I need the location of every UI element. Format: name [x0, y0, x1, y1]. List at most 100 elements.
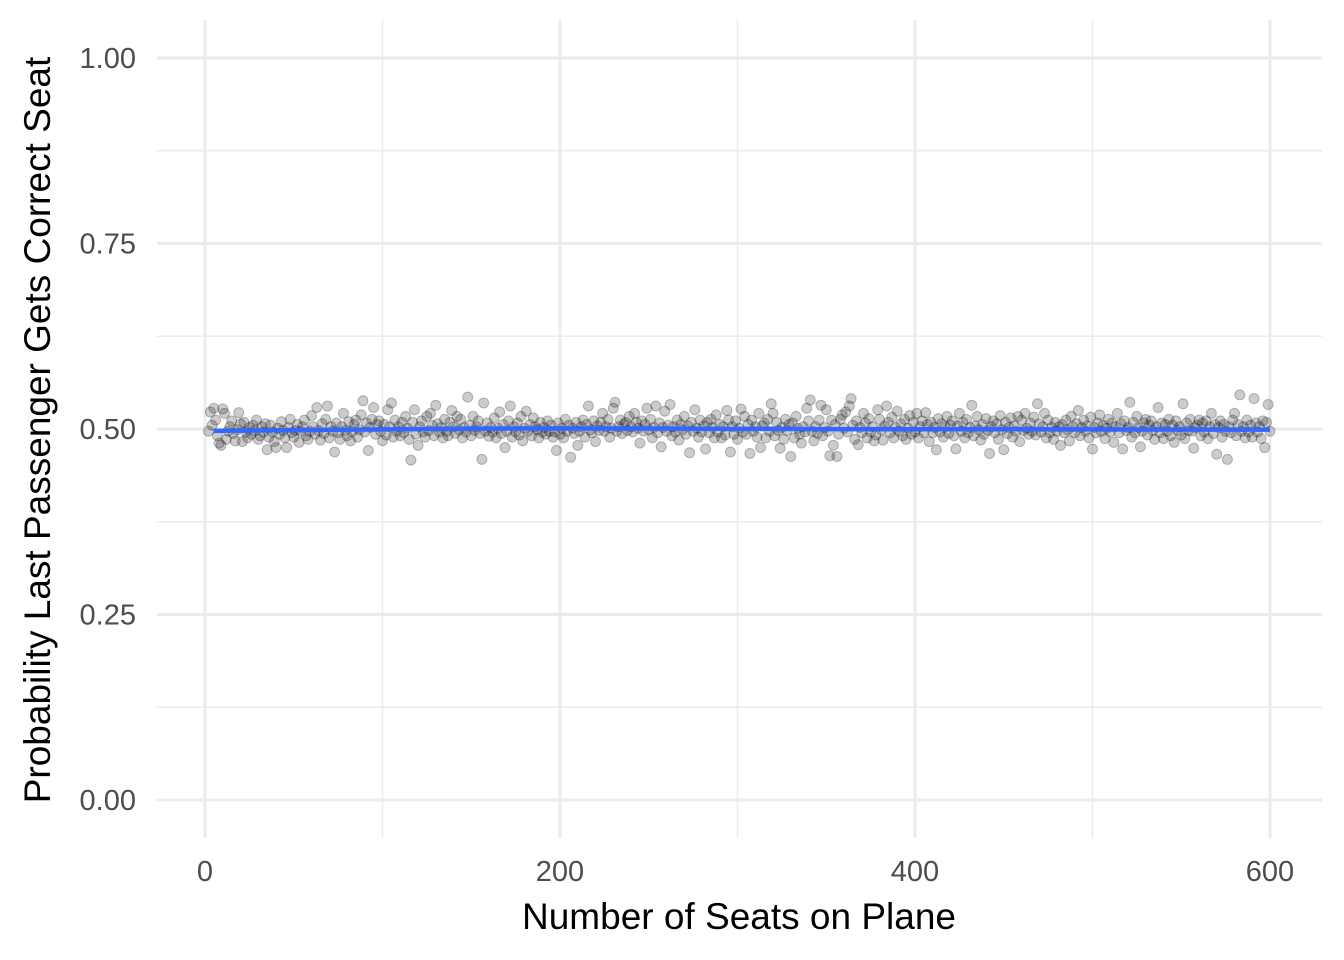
data-point — [820, 404, 832, 416]
data-point — [416, 415, 428, 427]
data-point — [1140, 413, 1152, 425]
data-point — [261, 444, 273, 456]
data-point — [456, 432, 468, 444]
data-point — [634, 437, 646, 449]
data-point — [582, 400, 594, 412]
data-point — [767, 407, 779, 419]
data-point — [565, 451, 577, 463]
data-point — [1072, 404, 1084, 416]
data-point — [542, 415, 554, 427]
data-point — [852, 439, 864, 451]
data-point — [238, 416, 250, 428]
data-point — [451, 410, 463, 422]
data-point — [694, 414, 706, 426]
data-point — [1083, 432, 1095, 444]
data-point — [268, 436, 280, 448]
data-point — [659, 405, 671, 417]
data-point — [1260, 416, 1272, 428]
data-point — [419, 431, 431, 443]
data-point — [724, 446, 736, 458]
data-point — [213, 437, 225, 449]
data-point — [1188, 442, 1200, 454]
data-point — [987, 415, 999, 427]
data-point — [357, 395, 369, 407]
data-point — [368, 401, 380, 413]
data-point — [284, 413, 296, 425]
data-point — [753, 407, 765, 419]
data-point — [671, 414, 683, 426]
data-point — [1099, 433, 1111, 445]
data-point — [1193, 414, 1205, 426]
data-point — [678, 410, 690, 422]
data-point — [710, 409, 722, 421]
data-point — [1124, 396, 1136, 408]
data-point — [898, 413, 910, 425]
data-point — [421, 410, 433, 422]
data-point — [992, 433, 1004, 445]
data-point — [1078, 414, 1090, 426]
data-point — [424, 407, 436, 419]
data-point — [1040, 432, 1052, 444]
data-point — [1108, 436, 1120, 448]
data-point — [1014, 436, 1026, 448]
data-point — [1087, 443, 1098, 455]
data-point — [751, 431, 763, 443]
data-point — [716, 432, 728, 444]
data-point — [215, 439, 227, 451]
y-axis-title: Probability Last Passenger Gets Correct … — [17, 56, 58, 803]
data-point — [472, 415, 484, 427]
data-point — [412, 439, 424, 451]
data-point — [387, 431, 399, 443]
data-point — [437, 432, 449, 444]
data-point — [1158, 433, 1169, 445]
data-point — [1063, 435, 1075, 447]
data-point — [455, 413, 467, 425]
data-point — [1007, 431, 1019, 443]
data-point — [900, 433, 912, 445]
data-point — [1259, 442, 1271, 454]
x-tick-label: 400 — [891, 856, 939, 888]
data-point — [994, 410, 1006, 422]
data-point — [788, 432, 800, 444]
data-point — [607, 402, 619, 414]
data-point — [850, 415, 862, 427]
data-point — [1118, 415, 1130, 427]
data-point — [400, 410, 412, 422]
data-point — [735, 403, 747, 415]
data-point — [971, 410, 983, 422]
data-point — [1227, 414, 1239, 426]
data-point — [1152, 401, 1164, 413]
data-point — [314, 434, 326, 446]
data-point — [849, 433, 861, 445]
data-point — [1031, 398, 1043, 410]
data-point — [602, 413, 614, 425]
data-point — [650, 400, 662, 412]
data-point — [801, 402, 813, 414]
data-point — [1241, 414, 1253, 426]
data-point — [705, 413, 717, 425]
data-point — [891, 405, 903, 417]
data-point — [1257, 415, 1269, 427]
data-point — [1028, 411, 1040, 423]
data-point — [1177, 398, 1189, 410]
data-point — [1016, 414, 1027, 426]
data-point — [219, 407, 231, 419]
data-point — [708, 432, 720, 444]
data-point — [920, 407, 932, 419]
data-point — [1202, 433, 1214, 445]
data-point — [559, 413, 571, 425]
data-point — [298, 414, 310, 426]
data-point — [366, 413, 378, 425]
data-point — [779, 413, 791, 425]
data-point — [321, 400, 333, 412]
data-point — [597, 407, 609, 419]
data-point — [1216, 431, 1228, 443]
data-point — [1168, 436, 1180, 448]
data-point — [293, 436, 305, 448]
data-point — [732, 433, 743, 445]
data-point — [723, 414, 735, 426]
data-point — [960, 413, 972, 425]
data-point — [684, 447, 696, 459]
data-point — [506, 431, 518, 443]
